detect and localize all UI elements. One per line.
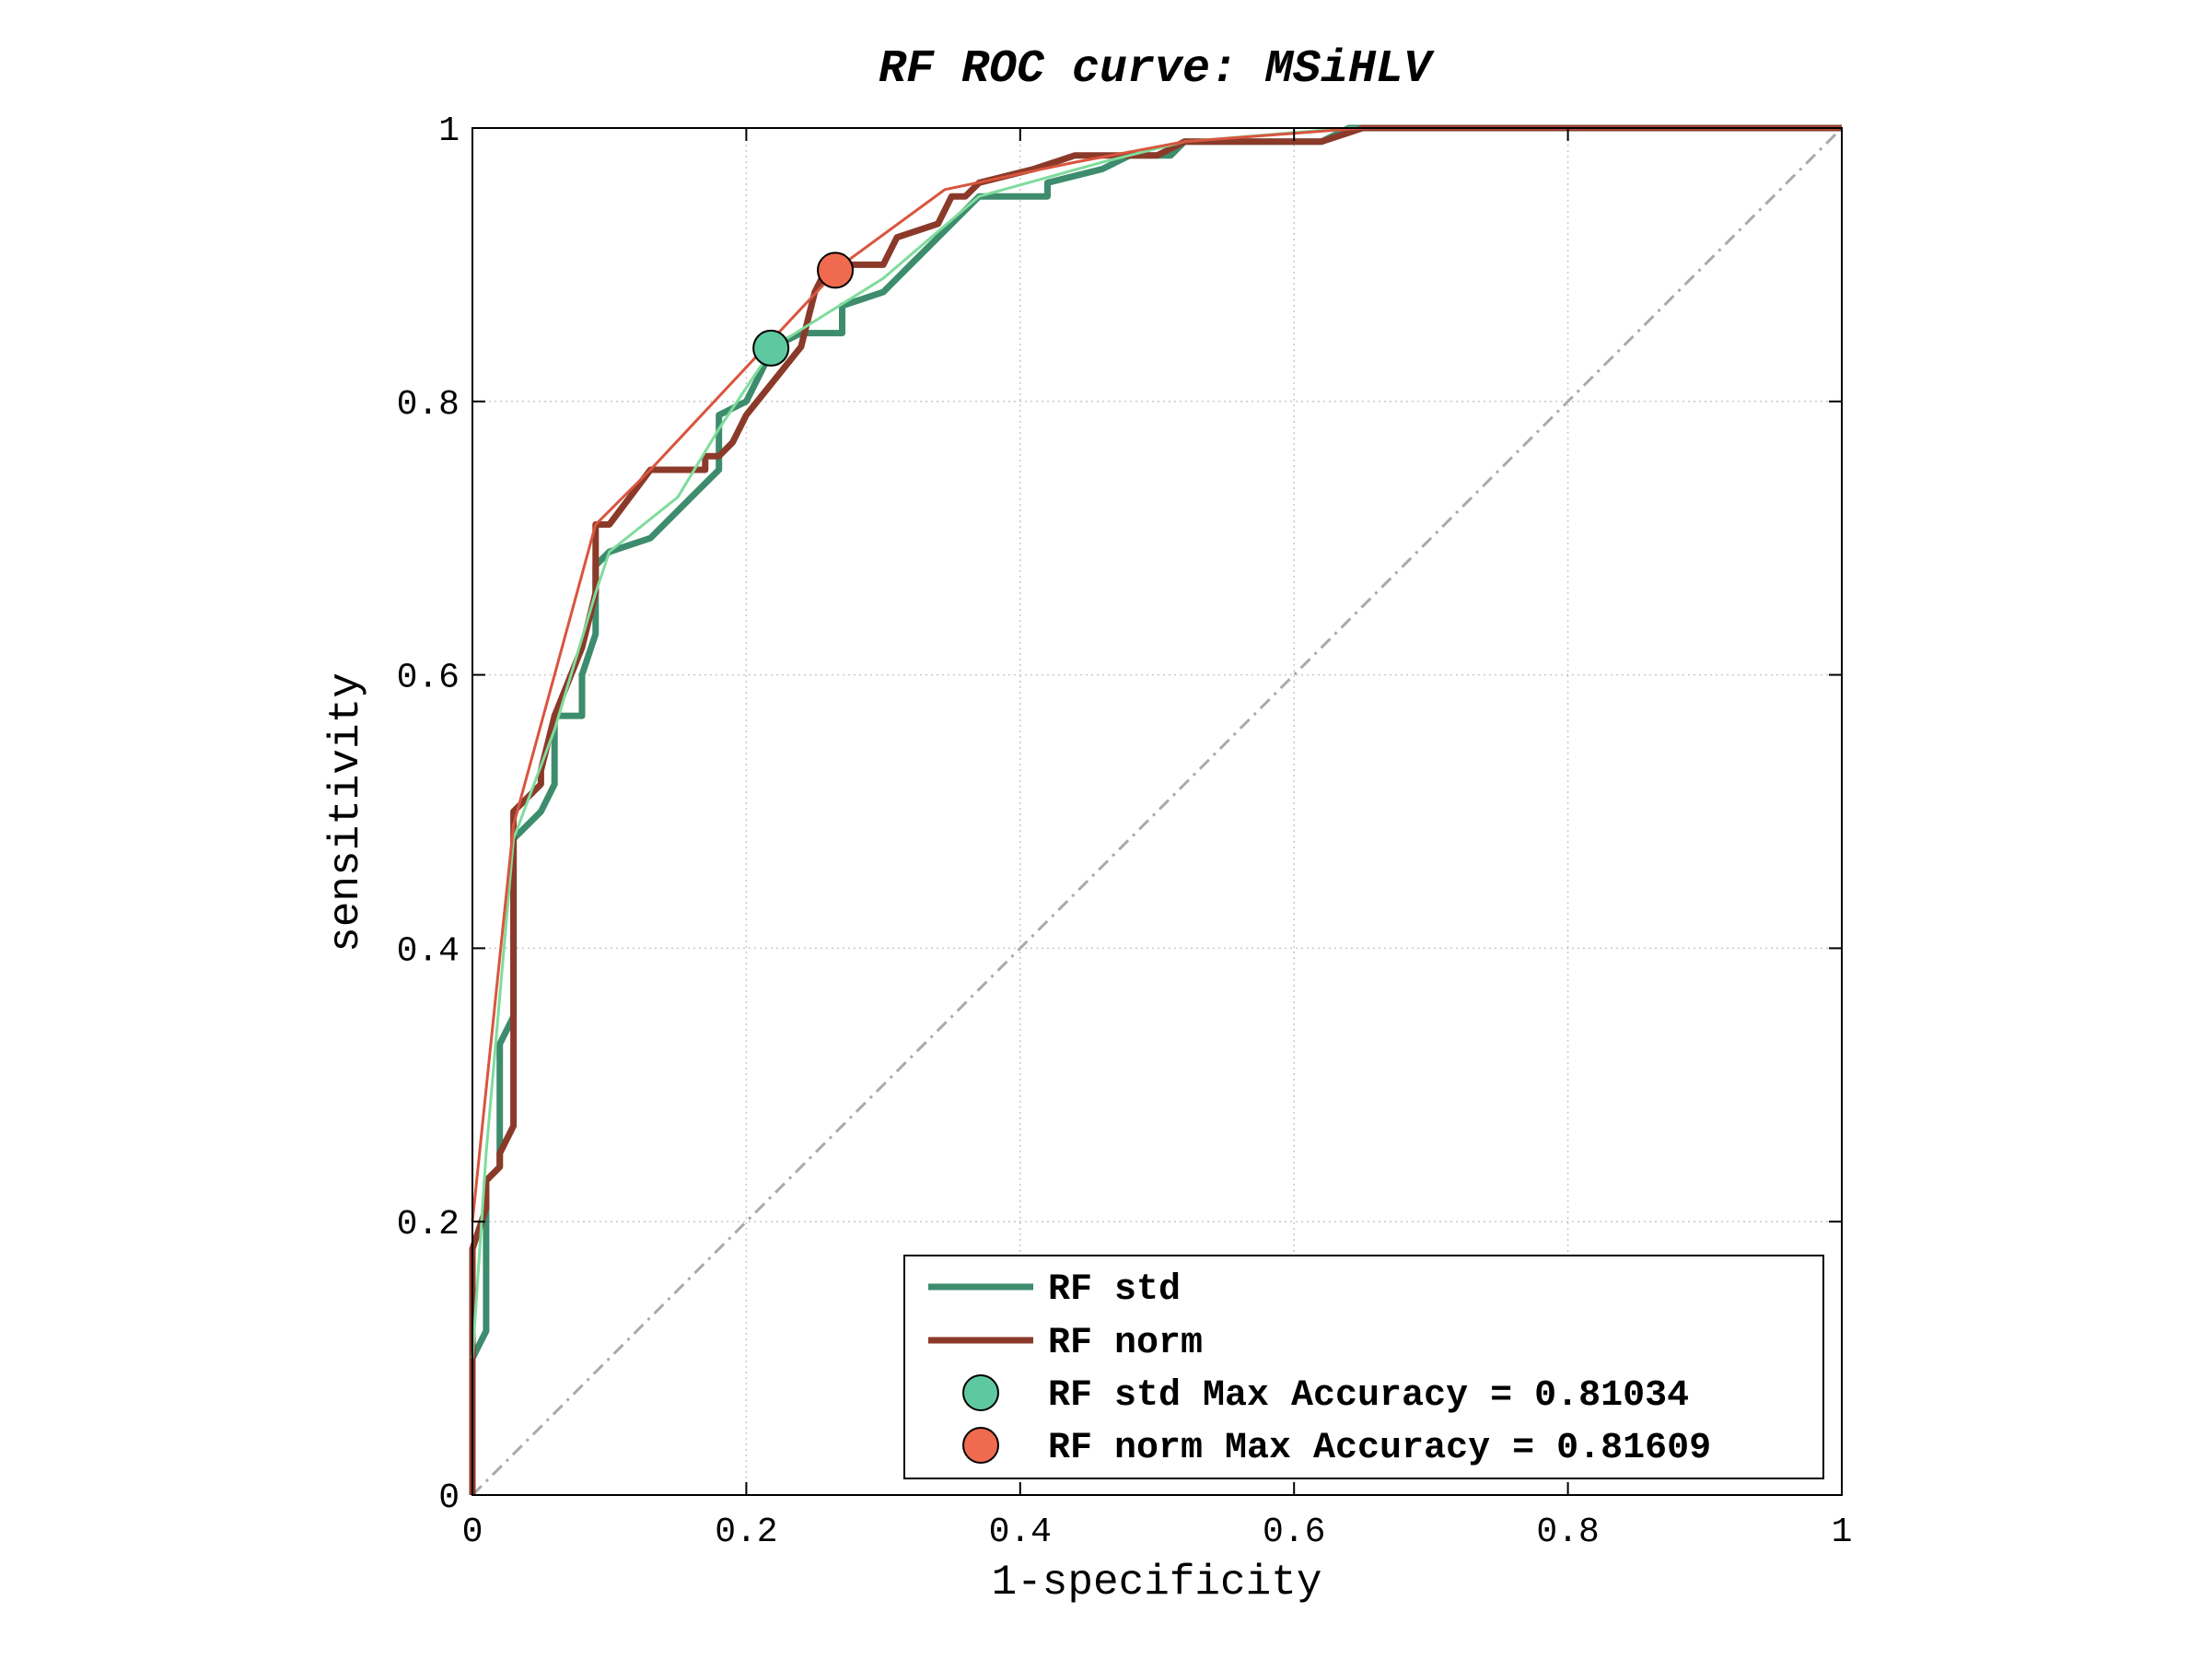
y-tick-label: 0 [438,1478,460,1518]
legend-label-norm-max-accuracy: RF norm Max Accuracy = 0.81609 [1048,1428,1711,1469]
chance-layer [471,126,1844,1497]
y-tick-label: 0.2 [397,1205,460,1244]
hull-line-rf-norm [471,126,1842,1222]
x-tick-label: 1 [1832,1513,1853,1552]
y-tick-label: 0.4 [397,931,460,971]
chart-title: RF ROC curve: MSiHLV [879,43,1435,96]
y-axis-label: sensitivity [322,672,370,952]
legend-label-rf-std: RF std [1048,1269,1181,1311]
y-tick-label: 1 [438,111,460,151]
chance-diagonal-line [471,126,1844,1497]
x-tick-label: 0 [462,1513,483,1552]
y-tick-label: 0.8 [397,385,460,425]
marker-rf-norm-max-accuracy [817,251,855,289]
plot-frame [472,127,1843,1496]
legend-label-rf-norm: RF norm [1048,1323,1203,1364]
legend-label-std-max-accuracy: RF std Max Accuracy = 0.81034 [1048,1375,1689,1417]
marker-layer [752,251,855,367]
legend: RF std RF norm RF std Max Accuracy = 0.8… [903,1255,1824,1479]
hull-layer [471,126,1842,1359]
x-tick-label: 0.6 [1263,1513,1325,1552]
marker-rf-std-max-accuracy [752,329,790,367]
series-line-rf-norm [469,124,1842,1495]
y-tick-label: 0.6 [397,659,460,698]
x-tick-label: 0.2 [715,1513,777,1552]
legend-swatch-norm-max-accuracy [962,1427,999,1464]
x-tick-label: 0.8 [1536,1513,1599,1552]
hull-line-rf-std [471,126,1842,1359]
x-axis-label: 1-specificity [992,1559,1322,1606]
tick-layer: 0 0.2 0.4 0.6 0.8 1 0 0.2 0.4 0.6 0.8 1 [397,111,1853,1552]
x-tick-label: 0.4 [989,1513,1052,1552]
legend-box [903,1255,1824,1479]
legend-swatch-std-max-accuracy [962,1374,999,1411]
